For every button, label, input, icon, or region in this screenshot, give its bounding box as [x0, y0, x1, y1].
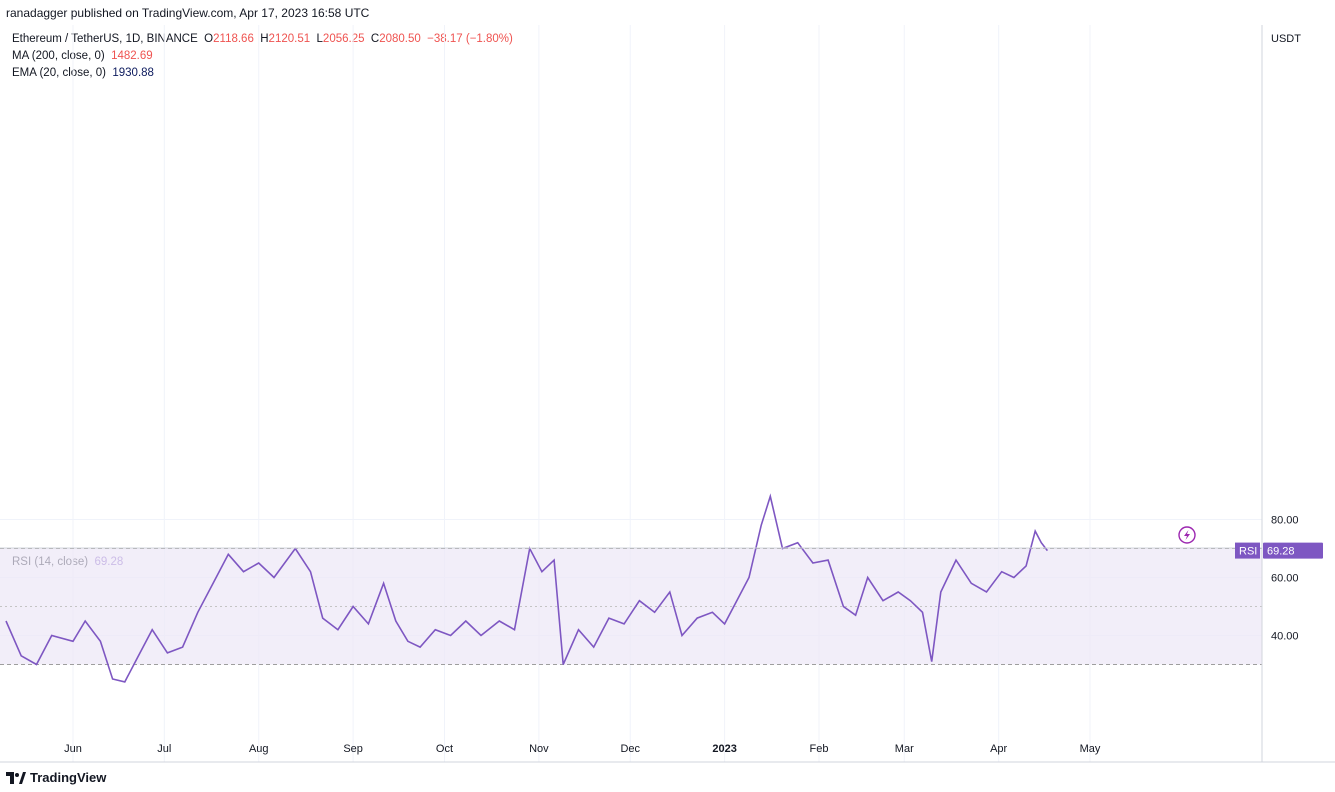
symbol-name[interactable]: Ethereum / TetherUS, 1D, BINANCE: [12, 33, 198, 45]
high-value: 2120.51: [268, 33, 311, 45]
price-axis-currency: USDT: [1271, 33, 1301, 45]
ma-legend-value: 1482.69: [111, 50, 153, 62]
change-value: −38.17 (−1.80%): [427, 33, 513, 45]
open-value: 2118.66: [213, 33, 254, 45]
rsi-tick-label: 40.00: [1271, 631, 1299, 643]
time-tick-label: Feb: [810, 743, 829, 755]
open-label: O: [204, 33, 214, 45]
axis-badges: 2200.002080.50−27.17%07:01:58ETHUSDT2000…: [1235, 542, 1323, 559]
time-tick-label: Jun: [64, 743, 82, 755]
close-value: 2080.50: [379, 33, 421, 45]
rsi-legend-value: 69.28: [94, 556, 124, 568]
time-tick-label: Sep: [343, 743, 363, 755]
ma-legend[interactable]: MA (200, close, 0) 1482.69: [12, 50, 153, 62]
time-tick-label: Nov: [529, 743, 549, 755]
low-label: L: [316, 33, 323, 45]
rsi-axis: 80.00 60.00 40.00: [1271, 515, 1299, 643]
rsi-line: [5, 493, 1049, 683]
badge-rsi-value: 69.28: [1267, 546, 1295, 558]
time-tick-label: Dec: [620, 743, 640, 755]
ma-legend-label: MA (200, close, 0): [12, 50, 105, 62]
symbol-legend: Ethereum / TetherUS, 1D, BINANCE O2118.6…: [12, 33, 513, 45]
rsi-legend[interactable]: RSI (14, close) 69.28: [12, 556, 123, 568]
time-axis: Jun Jul Aug Sep Oct Nov Dec 2023 Feb Mar Apr May: [64, 743, 1101, 755]
low-value: 2056.25: [322, 33, 365, 45]
close-label: C: [370, 33, 380, 45]
time-tick-label: 2023: [712, 743, 736, 755]
tradingview-logo[interactable]: TradingView: [6, 770, 106, 785]
badge-rsi-tag-bg: [1235, 542, 1260, 559]
rsi-tick-label: 80.00: [1271, 515, 1299, 527]
publisher-line: ranadagger published on TradingView.com,…: [6, 6, 370, 20]
rsi-band: [0, 548, 1262, 665]
time-tick-label: Jul: [157, 743, 171, 755]
badge-rsi-tag: RSI: [1239, 546, 1257, 558]
ema-legend-value: 1930.88: [112, 67, 154, 79]
ema-legend-label: EMA (20, close, 0): [12, 67, 106, 79]
time-tick-label: Aug: [249, 743, 269, 755]
horizontal-levels: [0, 548, 1262, 665]
badge-rsi-value-bg: [1263, 542, 1323, 559]
ema-legend[interactable]: EMA (20, close, 0) 1930.88: [12, 67, 154, 79]
lightning-icon: [1178, 526, 1196, 544]
time-tick-label: May: [1080, 743, 1101, 755]
time-tick-label: Apr: [990, 743, 1007, 755]
time-tick-label: Mar: [895, 743, 914, 755]
grid: [0, 25, 1262, 762]
price-axis: USDT3400.003200.003000.002800.002600.002…: [1271, 33, 1301, 45]
footer-brand: TradingView: [30, 770, 107, 785]
rsi-tick-label: 60.00: [1271, 573, 1299, 585]
time-tick-label: Oct: [436, 743, 453, 755]
high-label: H: [260, 33, 269, 45]
tradingview-icon: [6, 771, 26, 784]
rsi-legend-label: RSI (14, close): [12, 556, 89, 568]
